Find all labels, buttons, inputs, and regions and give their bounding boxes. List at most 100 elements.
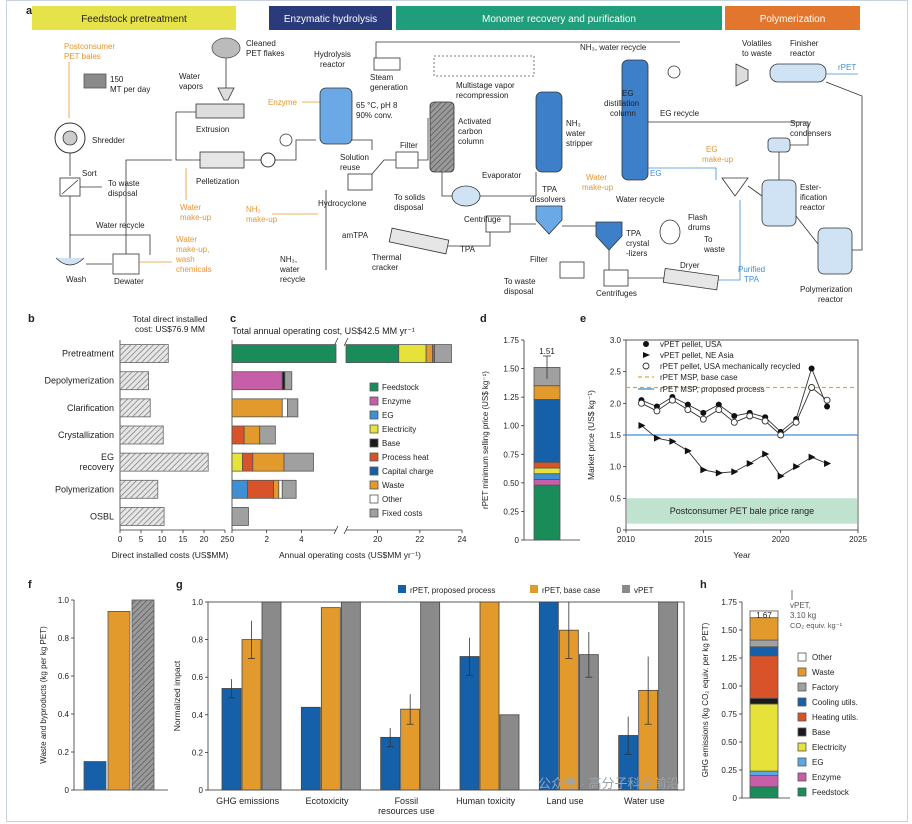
spray-label-2: condensers	[790, 129, 831, 138]
spray-label: Spray	[790, 119, 811, 128]
panel-h-legend-swatch	[797, 757, 807, 767]
panel-e-series-line	[641, 425, 828, 477]
to-waste-bottom-2: disposal	[504, 287, 534, 296]
panel-b-bar	[119, 398, 151, 418]
y-tick-label: 0.25	[721, 766, 737, 775]
panel-c-segment	[231, 344, 337, 363]
panel-e-point	[684, 406, 692, 414]
panel-e-point	[762, 450, 770, 458]
panel-e-point	[715, 469, 723, 477]
ester-label-3: reactor	[800, 203, 825, 212]
flash-label-2: drums	[688, 223, 710, 232]
panel-b-bar	[119, 344, 169, 363]
panel-g-legend-swatch	[398, 585, 406, 593]
panel-c-break	[333, 525, 339, 535]
nh3-makeup-1: NH₃	[246, 205, 261, 214]
panel-g-frame	[207, 601, 685, 791]
carbon-label-2: carbon	[458, 127, 482, 136]
panel-h-legend-swatch	[797, 667, 807, 677]
y-tick-label: 1.75	[503, 336, 519, 345]
panel-e-point	[777, 431, 785, 439]
dryer-label: Dryer	[680, 261, 700, 270]
panel-f-ylabel: Waste and byproducts (kg per kg PET)	[39, 626, 48, 764]
panel-e-point	[653, 407, 661, 415]
panel-g-ylabel: Normalized impact	[172, 660, 182, 731]
panel-c-segment	[278, 479, 283, 499]
wash-makeup-4: chemicals	[176, 265, 212, 274]
solids-disposal: To solids	[394, 193, 425, 202]
panel-e-point	[699, 415, 707, 423]
extruder-body	[195, 103, 245, 119]
y-tick-label: 1.25	[721, 654, 737, 663]
panel-h-segment	[749, 770, 779, 776]
top-recycle-line	[375, 41, 680, 58]
panel-b-bar	[119, 371, 149, 391]
nh3-recycle-3: recycle	[280, 275, 306, 284]
eg-makeup-1: EG	[706, 145, 718, 154]
panel-e-y-tick-label: 0.5	[610, 494, 622, 503]
panel-e-legend-label: rPET pellet, USA mechanically recycled	[660, 362, 800, 371]
y-tick-label: 0.75	[721, 710, 737, 719]
mvr-label: Multistage vapor	[456, 81, 515, 90]
condenser-icon	[667, 65, 681, 79]
steam-generator	[373, 57, 401, 71]
esterification-reactor	[761, 179, 797, 227]
panel-c-segment	[425, 344, 433, 363]
eg-dist-label-2: distillation	[604, 99, 639, 108]
panel-e-x-tick-label: 2015	[694, 535, 712, 544]
stripper-label-3: stripper	[566, 139, 593, 148]
panel-b-x-tick-label: 5	[139, 535, 144, 544]
panel-h-legend-swatch	[797, 742, 807, 752]
water-recycle-left: Water recycle	[96, 221, 145, 230]
panel-c-legend-label: EG	[382, 411, 394, 420]
water-vapors-2: vapors	[179, 82, 203, 91]
poly-label-2: reactor	[818, 295, 843, 304]
panel-e-point	[700, 409, 707, 416]
panel-c-legend-swatch	[369, 410, 379, 420]
to-waste-label: To waste	[108, 179, 140, 188]
panel-b-bar	[119, 479, 159, 499]
panel-b-category: Depolymerization	[44, 376, 114, 386]
panel-g-bar	[261, 601, 282, 791]
capacity-value: 150	[110, 75, 124, 84]
to-waste-right: To	[704, 235, 713, 244]
stage-label: Polymerization	[760, 14, 826, 25]
extrusion-label: Extrusion	[196, 125, 229, 134]
to-waste-bottom: To waste	[504, 277, 536, 286]
panel-c-legend-swatch	[369, 466, 379, 476]
panel-e-xlabel: Year	[733, 550, 750, 560]
panel-b-x-tick-label: 20	[200, 535, 209, 544]
panel-h-note-2: 3.10 kg	[790, 611, 816, 620]
shredder-core	[62, 130, 78, 146]
ester-to-poly	[795, 215, 819, 245]
panel-b-title: Total direct installed	[133, 314, 208, 324]
panel-e-band-label: Postconsumer PET bale price range	[670, 506, 814, 516]
finisher-label: Finisher	[790, 39, 819, 48]
panel-e-point	[730, 418, 738, 426]
rpet-output: rPET	[838, 63, 856, 72]
stage-band	[396, 6, 722, 30]
panel-e-point	[684, 401, 691, 408]
panel-c-segment	[231, 452, 243, 472]
panel-d-segment	[533, 473, 561, 480]
filter2-box	[559, 261, 585, 279]
watermark-text: 公众号 · 高分子科学前沿	[538, 776, 680, 791]
panel-h-legend-swatch	[797, 727, 807, 737]
panel-c-segment	[434, 344, 452, 363]
panel-g-bar	[499, 714, 520, 791]
panel-label-f: f	[28, 579, 32, 591]
panel-b-bar	[119, 507, 165, 526]
filter2-label: Filter	[530, 255, 548, 264]
panel-e-point	[761, 417, 769, 425]
panel-h-note: vPET,	[790, 601, 811, 610]
panel-b-x-tick-label: 10	[158, 535, 167, 544]
crystal-label-3: -lizers	[626, 249, 647, 258]
panel-g-bar	[241, 639, 262, 791]
panel-g-category: Fossil	[395, 796, 419, 806]
panel-h-legend-swatch	[797, 787, 807, 797]
panel-e-legend-label: rPET MSP, base case	[660, 373, 738, 382]
carbon-label-3: column	[458, 137, 484, 146]
panel-b-category: recovery	[79, 462, 114, 472]
panel-d-segment	[533, 467, 561, 475]
y-tick-label: 0.50	[721, 738, 737, 747]
